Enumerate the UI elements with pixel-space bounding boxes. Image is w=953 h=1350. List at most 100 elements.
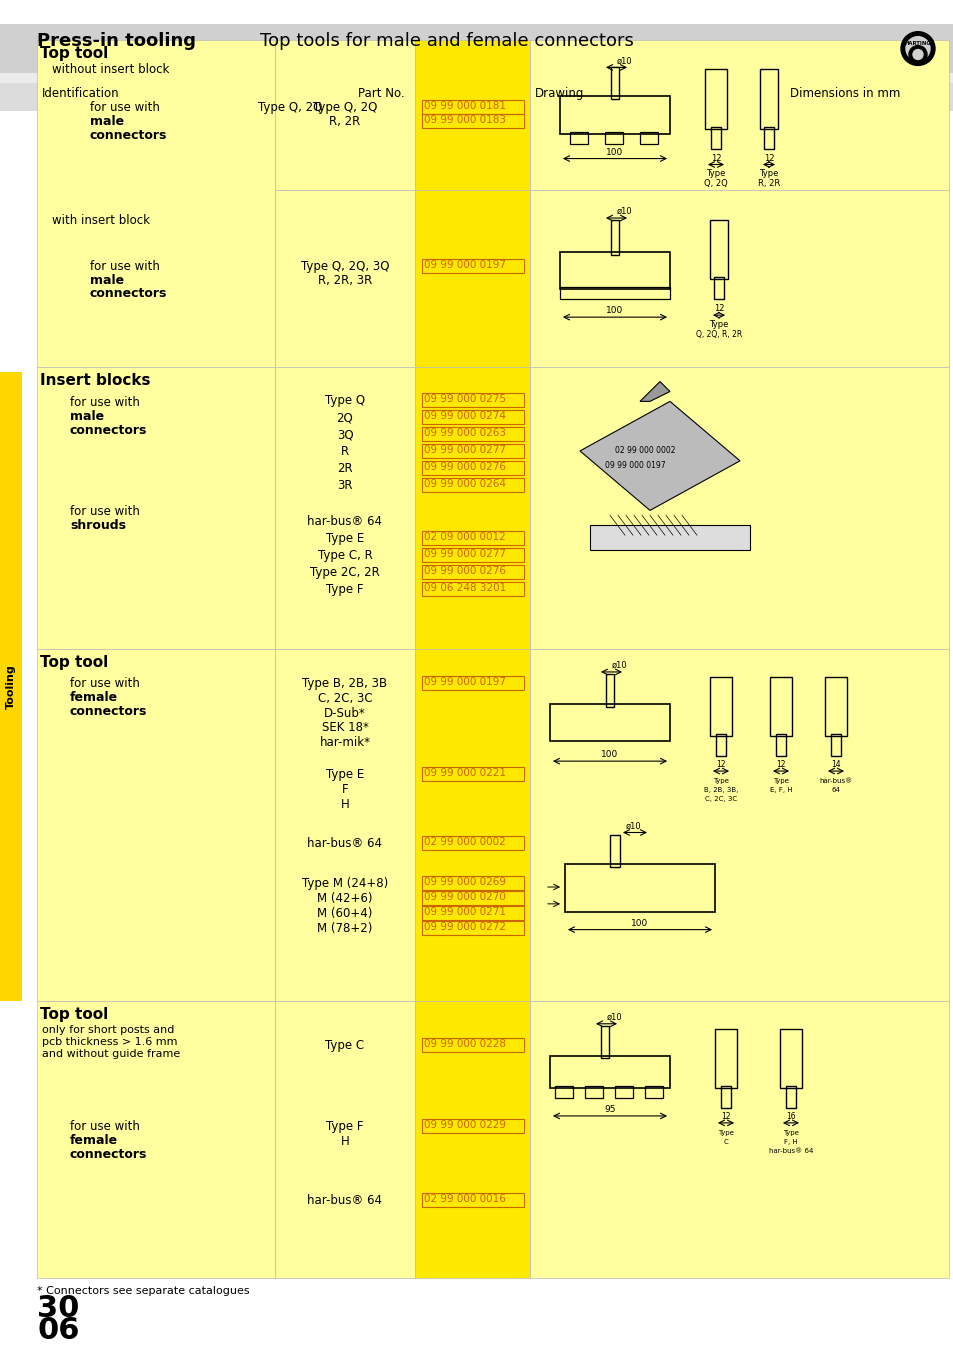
Bar <box>421 100 523 113</box>
Text: Type B, 2B, 3B: Type B, 2B, 3B <box>302 676 387 690</box>
Text: Press-in tooling: Press-in tooling <box>37 31 195 50</box>
Bar <box>559 288 669 300</box>
Text: Top tool: Top tool <box>40 1007 108 1022</box>
Bar <box>274 1000 415 1278</box>
Bar <box>559 251 669 289</box>
Text: for use with: for use with <box>70 505 140 518</box>
Text: ø10: ø10 <box>624 822 640 830</box>
Text: F: F <box>341 783 348 796</box>
Text: R, 2R: R, 2R <box>329 115 360 128</box>
Text: 2R: 2R <box>336 462 353 475</box>
Text: Type 2C, 2R: Type 2C, 2R <box>310 566 379 579</box>
Text: 12: 12 <box>716 760 725 770</box>
Text: 09 99 000 0269: 09 99 000 0269 <box>423 878 505 887</box>
Text: and without guide frame: and without guide frame <box>42 1049 180 1058</box>
Text: 02 99 000 0002: 02 99 000 0002 <box>615 446 675 455</box>
Bar <box>421 393 523 408</box>
Bar <box>421 564 523 579</box>
Text: 16: 16 <box>785 1112 795 1120</box>
Text: 100: 100 <box>631 918 648 927</box>
Polygon shape <box>639 382 669 401</box>
Text: 100: 100 <box>600 751 618 759</box>
Text: for use with: for use with <box>70 676 140 690</box>
Bar <box>644 1087 662 1098</box>
Text: connectors: connectors <box>70 1148 147 1161</box>
Bar <box>530 649 948 1000</box>
Text: male: male <box>70 410 104 424</box>
Bar <box>421 767 523 780</box>
Bar <box>710 127 720 148</box>
Bar <box>615 1087 633 1098</box>
Text: 09 06 248 3201: 09 06 248 3201 <box>423 583 506 593</box>
Text: har-bus®: har-bus® <box>819 778 852 784</box>
Text: Type Q, 2Q, 3Q: Type Q, 2Q, 3Q <box>300 259 389 273</box>
Bar <box>421 531 523 545</box>
Text: 06: 06 <box>37 1316 79 1345</box>
Bar <box>530 190 948 367</box>
Text: 02 99 000 0016: 02 99 000 0016 <box>423 1195 505 1204</box>
Bar <box>769 676 791 736</box>
Bar <box>421 921 523 934</box>
Text: 09 99 000 0181: 09 99 000 0181 <box>423 101 505 111</box>
Bar <box>421 444 523 458</box>
Text: Type C, R: Type C, R <box>317 549 372 562</box>
Text: Type: Type <box>718 1130 733 1135</box>
Bar <box>785 1087 795 1108</box>
Text: male: male <box>90 115 124 128</box>
Text: connectors: connectors <box>90 128 167 142</box>
Text: M (78+2): M (78+2) <box>317 922 373 934</box>
Text: C, 2C, 3C: C, 2C, 3C <box>704 795 737 802</box>
Text: 09 99 000 0197: 09 99 000 0197 <box>604 460 665 470</box>
Text: 12: 12 <box>763 154 774 162</box>
Text: R, 2R, 3R: R, 2R, 3R <box>317 274 372 286</box>
Text: Insert blocks: Insert blocks <box>40 373 151 387</box>
Bar <box>760 69 778 128</box>
Text: Type: Type <box>712 778 728 784</box>
Text: Identification: Identification <box>42 88 119 100</box>
Text: ø10: ø10 <box>617 57 632 65</box>
Bar <box>0 24 953 73</box>
Bar <box>274 367 415 649</box>
Bar <box>530 39 948 190</box>
Bar <box>830 734 841 756</box>
Text: Type: Type <box>709 320 728 329</box>
Bar <box>0 371 22 1000</box>
Text: 09 99 000 0197: 09 99 000 0197 <box>423 259 505 270</box>
Text: connectors: connectors <box>70 424 147 437</box>
Text: F, H: F, H <box>783 1138 797 1145</box>
Bar <box>720 1087 730 1108</box>
Text: 12: 12 <box>720 1112 730 1120</box>
Text: Drawing: Drawing <box>535 88 584 100</box>
Bar <box>415 1000 530 1278</box>
Bar <box>610 68 618 99</box>
Bar <box>421 113 523 128</box>
Bar <box>421 1038 523 1052</box>
Circle shape <box>900 31 934 65</box>
Text: M (42+6): M (42+6) <box>317 892 373 904</box>
Text: SEK 18*: SEK 18* <box>321 721 368 734</box>
Bar <box>37 1000 274 1278</box>
Bar <box>550 703 669 741</box>
Text: 09 99 000 0221: 09 99 000 0221 <box>423 768 505 778</box>
Text: 09 99 000 0274: 09 99 000 0274 <box>423 412 505 421</box>
Bar <box>421 876 523 890</box>
Text: Type: Type <box>772 778 788 784</box>
Text: female: female <box>70 1134 118 1146</box>
Text: Type F: Type F <box>326 1120 363 1133</box>
Text: 09 99 000 0263: 09 99 000 0263 <box>423 428 505 439</box>
Text: Q, 2Q, R, 2R: Q, 2Q, R, 2R <box>695 329 741 339</box>
Text: 64: 64 <box>831 787 840 792</box>
Text: 09 99 000 0264: 09 99 000 0264 <box>423 479 505 489</box>
Bar <box>530 1000 948 1278</box>
Text: for use with: for use with <box>70 1120 140 1133</box>
Bar <box>530 367 948 649</box>
Bar <box>37 649 274 1000</box>
Text: ø10: ø10 <box>612 662 627 670</box>
Text: 09 99 000 0229: 09 99 000 0229 <box>423 1120 505 1130</box>
Bar <box>421 478 523 491</box>
Text: * Connectors see separate catalogues: * Connectors see separate catalogues <box>37 1287 250 1296</box>
Text: Type Q, 2Q: Type Q, 2Q <box>257 101 322 115</box>
Bar <box>421 460 523 475</box>
Text: 09 99 000 0276: 09 99 000 0276 <box>423 566 505 576</box>
Text: for use with: for use with <box>70 397 140 409</box>
